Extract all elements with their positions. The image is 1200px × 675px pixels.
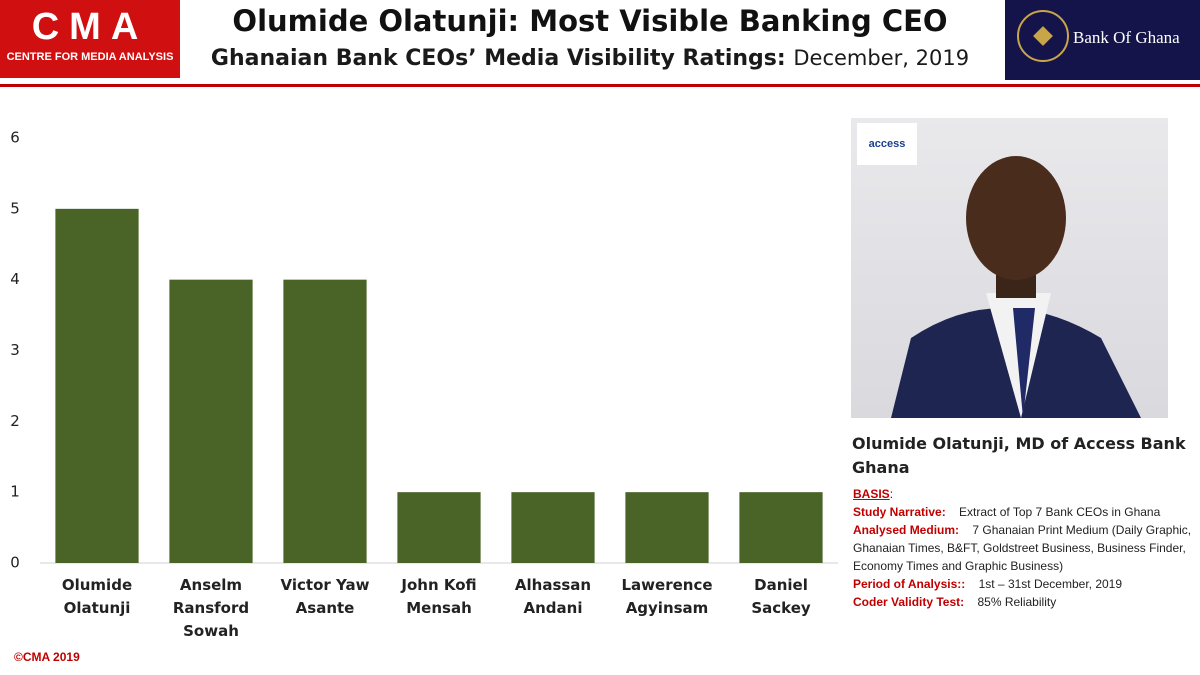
bar bbox=[511, 492, 595, 563]
y-tick-label: 5 bbox=[10, 199, 20, 217]
x-tick-label: Olumide Olatunji bbox=[61, 576, 133, 617]
x-tick-label: Lawerence Agyinsam bbox=[621, 576, 713, 617]
y-tick-label: 3 bbox=[10, 341, 20, 359]
y-tick-label: 6 bbox=[10, 129, 20, 147]
logo-subtitle: CENTRE FOR MEDIA ANALYSIS bbox=[6, 51, 174, 63]
chart-title: Olumide Olatunji: Most Visible Banking C… bbox=[232, 4, 948, 38]
y-tick-label: 0 bbox=[10, 554, 20, 572]
cma-logo: CMA CENTRE FOR MEDIA ANALYSIS bbox=[0, 0, 180, 78]
x-tick-label: Daniel Sackey bbox=[751, 576, 811, 617]
x-tick-label: Anselm Ransford Sowah bbox=[172, 576, 250, 640]
bar bbox=[739, 492, 823, 563]
bar bbox=[55, 208, 139, 564]
bar bbox=[625, 492, 709, 563]
x-tick-label: Alhassan Andani bbox=[514, 576, 592, 617]
basis-label: Coder Validity Test: bbox=[853, 595, 965, 609]
y-tick-label: 2 bbox=[10, 412, 20, 430]
logo-text: CMA bbox=[31, 6, 149, 48]
bar bbox=[397, 492, 481, 563]
bank-logo: Bank Of Ghana bbox=[1005, 0, 1200, 80]
access-logo: access bbox=[857, 123, 917, 165]
basis-value: 7 Ghanaian Print Medium (Daily Graphic, … bbox=[853, 523, 1192, 573]
bank-name: Bank Of Ghana bbox=[1073, 28, 1180, 47]
basis-row: Coder Validity Test: 85% Reliability bbox=[853, 593, 1193, 611]
basis-heading: BASIS bbox=[853, 487, 890, 501]
basis-value: Extract of Top 7 Bank CEOs in Ghana bbox=[959, 505, 1161, 519]
photo bbox=[851, 118, 1168, 418]
chart-subtitle: Ghanaian Bank CEOs’ Media Visibility Rat… bbox=[190, 46, 990, 71]
basis-row: Period of Analysis:: 1st – 31st December… bbox=[853, 575, 1193, 593]
bar bbox=[169, 279, 253, 563]
basis-row: Analysed Medium: 7 Ghanaian Print Medium… bbox=[853, 521, 1193, 575]
subtitle-text: Ghanaian Bank CEOs’ Media Visibility Rat… bbox=[210, 46, 786, 71]
seal bbox=[1017, 10, 1069, 62]
footer: ©CMA 2019 bbox=[14, 650, 80, 664]
basis-label: Analysed Medium: bbox=[853, 523, 960, 537]
basis-value: 85% Reliability bbox=[977, 595, 1057, 609]
x-tick-label: Victor Yaw Asante bbox=[280, 576, 370, 617]
portrait bbox=[891, 156, 1141, 418]
basis: BASIS: Study Narrative: Extract of Top 7… bbox=[853, 487, 1193, 611]
header bbox=[0, 0, 1200, 87]
x-tick-label: John Kofi Mensah bbox=[401, 576, 477, 617]
y-tick-label: 4 bbox=[10, 270, 20, 288]
subtitle-date: December, 2019 bbox=[793, 46, 970, 70]
basis-row: Study Narrative: Extract of Top 7 Bank C… bbox=[853, 503, 1193, 521]
basis-label: Period of Analysis:: bbox=[853, 577, 966, 591]
bar bbox=[283, 279, 367, 563]
basis-label: Study Narrative: bbox=[853, 505, 946, 519]
basis-value: 1st – 31st December, 2019 bbox=[978, 577, 1123, 591]
photo-caption: Olumide Olatunji, MD of Access Bank Ghan… bbox=[852, 434, 1186, 477]
y-tick-label: 1 bbox=[10, 483, 20, 501]
